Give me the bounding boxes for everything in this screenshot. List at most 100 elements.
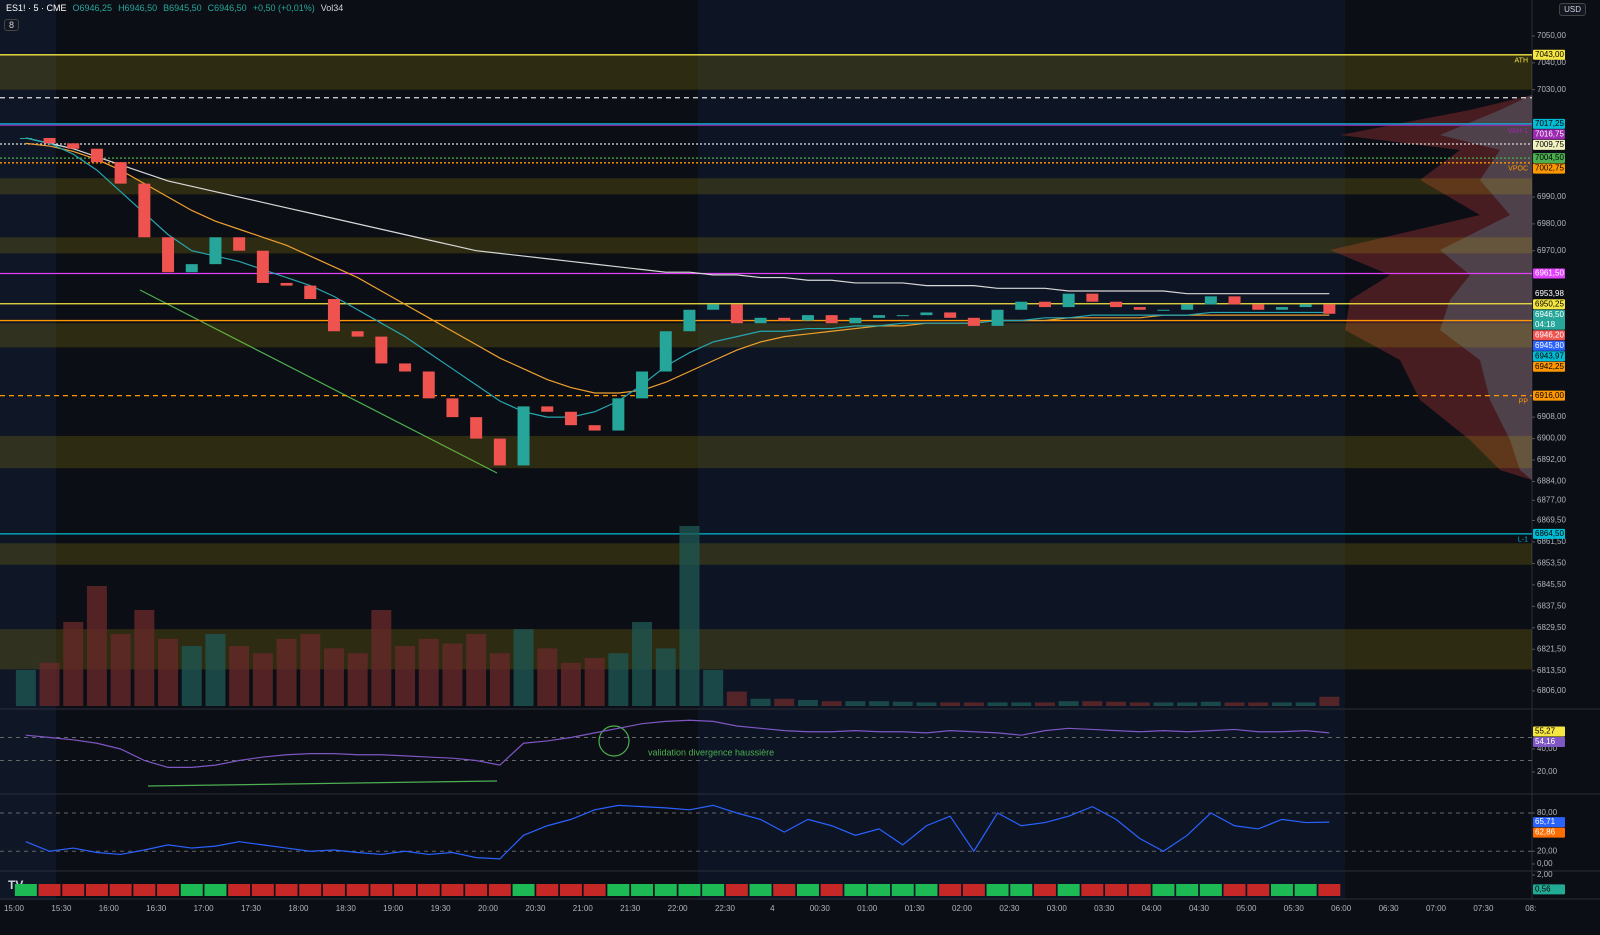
level-label: ATH <box>1515 58 1528 65</box>
price-tag-label: 6950,25 <box>1535 299 1564 308</box>
strip-cell <box>1152 884 1175 896</box>
x-tick-label: 17:30 <box>241 904 262 913</box>
strip-cell <box>1294 884 1317 896</box>
strip-cell <box>1318 884 1341 896</box>
candle <box>1299 304 1312 308</box>
candle <box>470 417 483 439</box>
volume-bar <box>774 698 795 706</box>
strip-cell <box>654 884 677 896</box>
strip-cell <box>275 884 298 896</box>
x-tick-label: 05:00 <box>1236 904 1257 913</box>
x-tick-label: 02:30 <box>999 904 1020 913</box>
strip-cell <box>1247 884 1270 896</box>
candle <box>399 363 412 372</box>
symbol-header: ES1! · 5 · CME O6946,25 H6946,50 B6945,5… <box>6 3 343 13</box>
candle <box>564 411 577 426</box>
zone <box>0 543 1532 565</box>
x-tick-label: 21:30 <box>620 904 641 913</box>
volume-bar <box>39 662 60 706</box>
volume-bar <box>916 702 937 706</box>
y-tick-label: 6861,50 <box>1537 537 1566 546</box>
level-label: PP <box>1519 398 1529 405</box>
price-tag-label: 6946,50 <box>1535 310 1564 319</box>
x-tick-label: 06:00 <box>1331 904 1352 913</box>
session-bg <box>698 0 1345 900</box>
candle <box>754 317 767 324</box>
volume-bar <box>1082 701 1103 706</box>
strip-cell <box>488 884 511 896</box>
price-tag-label: 6946,20 <box>1535 330 1564 339</box>
x-tick-label: 22:00 <box>668 904 689 913</box>
strip-cell <box>38 884 61 896</box>
price-tag-label: 6916,00 <box>1535 391 1564 400</box>
price-tag <box>1533 139 1565 150</box>
indicator-toggle[interactable]: 8 <box>4 19 20 31</box>
candle <box>825 315 838 324</box>
x-tick-label: 05:30 <box>1284 904 1305 913</box>
currency-button[interactable]: USD <box>1559 3 1586 16</box>
volume-bar <box>584 658 605 706</box>
volume-bar <box>537 648 558 706</box>
strip-cell <box>157 884 180 896</box>
countdown: 04:18 <box>1535 320 1556 329</box>
price-tag <box>1533 49 1565 60</box>
x-tick-label: 03:00 <box>1047 904 1068 913</box>
candle <box>1275 307 1288 310</box>
candle <box>114 162 127 184</box>
candle <box>778 317 791 321</box>
candle <box>991 309 1004 326</box>
strip-cell <box>1105 884 1128 896</box>
price-tag-label: 7016,75 <box>1535 130 1564 139</box>
candle <box>636 371 649 399</box>
price-tag <box>1533 884 1565 895</box>
x-tick-label: 17:00 <box>194 904 215 913</box>
symbol[interactable]: ES1! · 5 · CME <box>6 3 67 13</box>
y-tick-label: 6813,50 <box>1537 666 1566 675</box>
y-tick-label: 2,00 <box>1537 870 1553 879</box>
candle <box>1086 293 1099 302</box>
volume-bar <box>418 638 439 706</box>
strip-cell <box>891 884 914 896</box>
price-tag <box>1533 268 1565 279</box>
candle <box>541 406 554 412</box>
y-tick-label: 6892,00 <box>1537 455 1566 464</box>
strip-cell <box>915 884 938 896</box>
x-tick-label: 16:00 <box>99 904 120 913</box>
price-tag-label: 7002,75 <box>1535 164 1564 173</box>
strip-cell <box>583 884 606 896</box>
strip-cell <box>109 884 132 896</box>
x-tick-label: 21:00 <box>573 904 594 913</box>
candle <box>43 137 56 144</box>
volume-bar <box>987 702 1008 706</box>
y-tick-label: 6853,50 <box>1537 559 1566 568</box>
x-tick-label: 15:00 <box>4 904 25 913</box>
candle <box>659 331 672 372</box>
price-tag <box>1533 827 1565 838</box>
volume: Vol34 <box>320 3 344 13</box>
price-tag-label: 0,56 <box>1535 885 1551 894</box>
price-tag <box>1533 390 1565 401</box>
candle <box>1228 296 1241 305</box>
strip-cell <box>1128 884 1151 896</box>
candle <box>920 312 933 316</box>
ohlc-close: C6946,50 <box>207 3 247 13</box>
strip-cell <box>14 884 37 896</box>
volume-bar <box>323 648 344 706</box>
candle <box>422 371 435 399</box>
volume-bar <box>1200 701 1221 706</box>
zone <box>0 323 1532 348</box>
volume-bar <box>1011 702 1032 706</box>
candle <box>1038 301 1051 308</box>
volume-bar <box>679 526 700 706</box>
price-tag <box>1533 726 1565 737</box>
strip-cell <box>678 884 701 896</box>
price-tag-label: 7043,00 <box>1535 50 1564 59</box>
y-tick-label: 20,00 <box>1537 767 1558 776</box>
candle <box>849 317 862 324</box>
strip-cell <box>1176 884 1199 896</box>
x-tick-label: 04:00 <box>1142 904 1163 913</box>
volume-bar <box>134 610 155 706</box>
strip-cell <box>702 884 725 896</box>
candle <box>1133 307 1146 310</box>
x-tick-label: 01:00 <box>857 904 878 913</box>
